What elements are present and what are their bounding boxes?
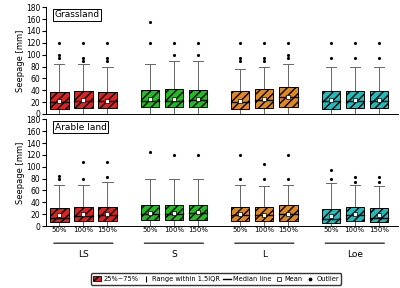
Legend: 25%~75%, Range within 1.5IQR, Median line, Mean, Outlier: 25%~75%, Range within 1.5IQR, Median lin… <box>90 273 342 285</box>
Bar <box>322 91 340 109</box>
Bar <box>189 90 207 107</box>
Text: Loe: Loe <box>347 250 363 259</box>
Bar <box>189 205 207 220</box>
Bar <box>98 206 117 221</box>
Bar <box>231 206 250 221</box>
Bar <box>165 205 183 220</box>
Bar <box>255 207 274 221</box>
Bar <box>74 206 92 221</box>
Y-axis label: Seepage [mm]: Seepage [mm] <box>16 141 24 204</box>
Bar <box>346 91 364 108</box>
Text: Grassland: Grassland <box>55 10 100 19</box>
Bar <box>50 208 68 222</box>
Bar <box>141 205 159 220</box>
Bar <box>370 208 388 222</box>
Bar <box>50 92 68 109</box>
Text: S: S <box>171 250 177 259</box>
Bar <box>141 90 159 107</box>
Bar <box>98 92 117 108</box>
Bar <box>322 209 340 223</box>
Text: Arable land: Arable land <box>55 122 107 132</box>
Bar <box>346 206 364 221</box>
Text: L: L <box>262 250 267 259</box>
Bar <box>255 89 274 108</box>
Bar <box>231 91 250 109</box>
Bar <box>279 205 298 221</box>
Y-axis label: Seepage [mm]: Seepage [mm] <box>16 29 24 92</box>
Bar <box>165 89 183 107</box>
Bar <box>74 91 92 108</box>
Bar <box>370 91 388 108</box>
Bar <box>279 87 298 107</box>
Text: LS: LS <box>78 250 89 259</box>
